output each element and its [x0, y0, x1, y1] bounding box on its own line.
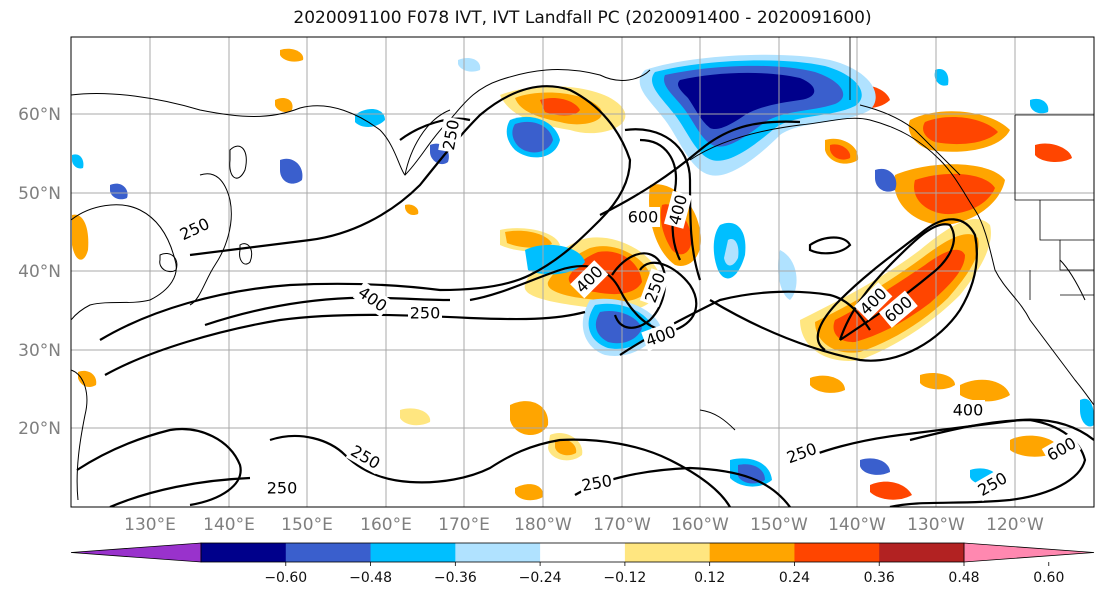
lon-label: 170°E: [438, 515, 490, 535]
colorbar-segment: [709, 543, 795, 562]
colorbar-segment: [201, 543, 287, 562]
colorbar-max-extension: [963, 542, 1095, 563]
graticule: [71, 37, 1094, 507]
lon-label: 150°E: [281, 515, 333, 535]
lon-label: 150°W: [750, 515, 808, 535]
map-frame: [70, 36, 1095, 508]
lon-label: 170°W: [593, 515, 651, 535]
colorbar-tick-label: −0.48: [349, 570, 392, 586]
lon-label: 160°W: [671, 515, 729, 535]
lat-label: 30°N: [18, 341, 61, 361]
coastlines: [71, 69, 1094, 501]
map-title: 2020091100 F078 IVT, IVT Landfall PC (20…: [293, 8, 872, 28]
colorbar-segment: [879, 543, 965, 562]
colorbar-segment: [370, 543, 456, 562]
colorbar-segment: [794, 543, 880, 562]
longitude-labels: 130°E 140°E 150°E 160°E 170°E 180°W 170°…: [124, 515, 1044, 535]
lon-label: 180°W: [514, 515, 572, 535]
colorbar-tick-label: 0.24: [779, 570, 810, 586]
contour-labels: 250 250 250 250 250 250 250 250 250 400 …: [174, 116, 1082, 502]
lat-label: 50°N: [18, 184, 61, 204]
lon-label: 130°E: [124, 515, 176, 535]
colorbar: −0.60 −0.48 −0.36 −0.24 −0.12 0.12 0.24 0.36 0.4…: [70, 542, 1095, 586]
colorbar-min-extension: [70, 542, 202, 563]
lon-label: 140°E: [203, 515, 255, 535]
lon-label: 130°W: [907, 515, 965, 535]
lon-label: 120°W: [986, 515, 1044, 535]
colorbar-tick-label: −0.60: [264, 570, 307, 586]
contour-label: 400: [953, 401, 984, 420]
political-borders: [849, 37, 1094, 300]
lat-label: 40°N: [18, 262, 61, 282]
colorbar-tick-label: 0.60: [1033, 570, 1064, 586]
colorbar-outline: [200, 542, 965, 563]
colorbar-segment: [455, 543, 541, 562]
contour-label: 600: [628, 208, 659, 227]
colorbar-segment: [624, 543, 711, 562]
colorbar-tick-label: 0.48: [948, 570, 979, 586]
contour-label: 250: [267, 479, 298, 498]
latitude-labels: 60°N 50°N 40°N 30°N 20°N: [18, 105, 61, 439]
colorbar-tick-label: 0.12: [694, 570, 725, 586]
lat-label: 60°N: [18, 105, 61, 125]
colorbar-tick-label: 0.36: [864, 570, 895, 586]
ivt-contours: [76, 85, 1094, 507]
colorbar-tick-label: −0.36: [434, 570, 477, 586]
lon-label: 140°W: [828, 515, 886, 535]
colorbar-segment: [540, 543, 626, 562]
contour-label: 250: [410, 304, 441, 323]
colorbar-tick-label: −0.24: [519, 570, 562, 586]
colorbar-segment: [285, 543, 372, 562]
lat-label: 20°N: [18, 419, 61, 439]
lon-label: 160°E: [360, 515, 412, 535]
colorbar-tick-label: −0.12: [603, 570, 646, 586]
